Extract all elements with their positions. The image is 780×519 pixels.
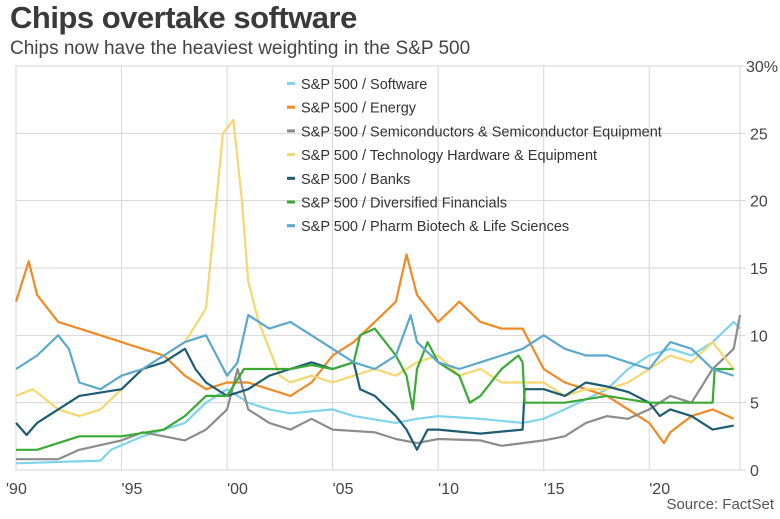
legend-label: S&P 500 / Banks — [301, 172, 410, 188]
legend-label: S&P 500 / Software — [301, 77, 427, 93]
x-tick-label: '05 — [333, 481, 354, 498]
legend-swatch — [287, 105, 295, 109]
legend-swatch — [287, 82, 295, 85]
source-note: Source: FactSet — [666, 496, 774, 513]
chart-subtitle: Chips now have the heaviest weighting in… — [10, 38, 471, 59]
chart-title: Chips overtake software — [10, 0, 357, 35]
legend-label: S&P 500 / Semiconductors & Semiconductor… — [301, 124, 662, 140]
series-line-4 — [15, 347, 734, 451]
x-tick-label: '15 — [544, 481, 565, 498]
series-line-2 — [16, 314, 742, 461]
legend-label: S&P 500 / Technology Hardware & Equipmen… — [301, 148, 597, 164]
y-tick-label: 25 — [750, 126, 768, 143]
legend-swatch — [287, 129, 295, 133]
series-line-6 — [15, 314, 735, 391]
y-tick-label: 0 — [750, 463, 759, 480]
x-tick-label: '00 — [227, 481, 248, 498]
legend-swatch — [287, 224, 295, 228]
series-line-1 — [14, 253, 735, 445]
x-tick-label: '20 — [649, 481, 670, 498]
y-tick-label: 10 — [750, 328, 768, 345]
legend-swatch — [287, 200, 295, 204]
series-line-5 — [16, 327, 734, 451]
legend-label: S&P 500 / Pharm Biotech & Life Sciences — [301, 219, 569, 235]
x-tick-label: '10 — [438, 481, 459, 498]
legend-label: S&P 500 / Diversified Financials — [301, 196, 507, 212]
legend-swatch — [287, 176, 295, 180]
x-tick-label: '95 — [122, 481, 143, 498]
legend-label: S&P 500 / Energy — [301, 101, 417, 117]
y-tick-label: 20 — [750, 194, 768, 211]
x-tick-label: '90 — [6, 481, 27, 498]
legend-swatch — [287, 153, 295, 157]
y-tick-label: 15 — [750, 261, 768, 278]
y-tick-label: 30% — [746, 59, 778, 76]
y-tick-label: 5 — [750, 396, 759, 413]
